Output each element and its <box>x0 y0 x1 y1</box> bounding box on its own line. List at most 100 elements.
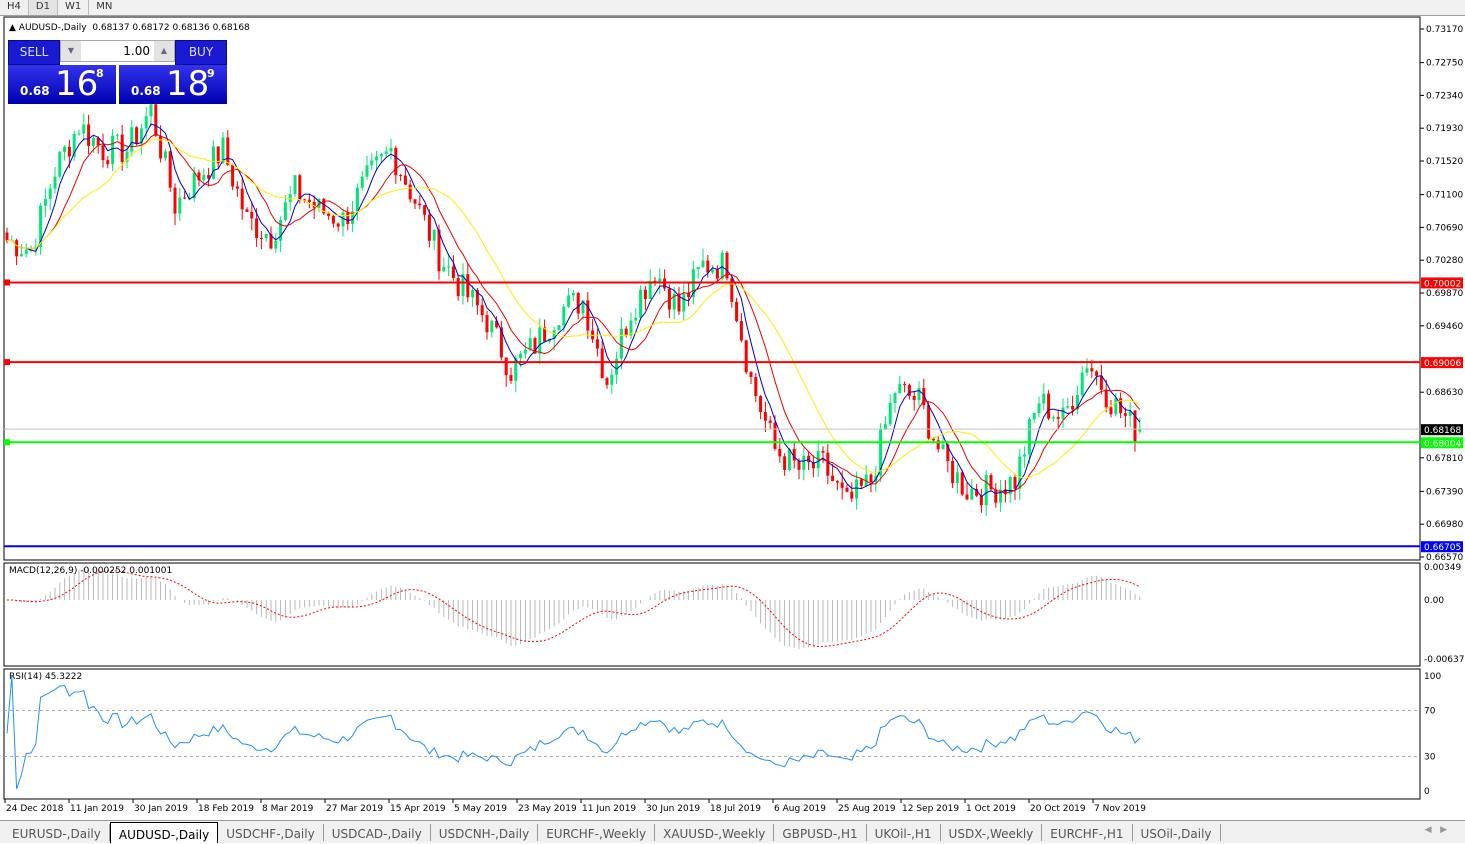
candle-body <box>375 156 379 161</box>
candle <box>77 129 81 136</box>
candle <box>1056 409 1060 428</box>
chart-tab[interactable]: EURCHF-,H1 <box>1042 824 1133 841</box>
lot-size-stepper[interactable]: ▼ 1.00 ▲ <box>60 40 175 62</box>
candle <box>883 416 887 431</box>
candle <box>639 285 643 321</box>
candle-body <box>456 277 460 297</box>
tf-h4[interactable]: H4 <box>0 0 29 15</box>
candle-body <box>250 211 254 219</box>
candle-body <box>327 213 331 216</box>
candle-body <box>341 212 345 227</box>
chart-tab[interactable]: EURUSD-,Daily <box>4 824 110 841</box>
candle-body <box>1018 456 1022 489</box>
tf-d1[interactable]: D1 <box>28 0 58 15</box>
chart-tab[interactable]: USDCAD-,Daily <box>324 824 431 841</box>
candle <box>696 266 700 279</box>
candle-body <box>509 375 513 381</box>
candle-body <box>274 240 278 249</box>
chart-tab[interactable]: XAUUSD-,Weekly <box>655 824 775 841</box>
sell-button[interactable]: SELL <box>8 40 60 65</box>
candle-body <box>778 448 782 457</box>
date-tick-label: 30 Jan 2019 <box>134 804 188 814</box>
candle-body <box>442 266 446 272</box>
candle-body <box>711 269 715 273</box>
candle <box>490 319 494 338</box>
candle-body <box>514 358 518 381</box>
candle <box>115 133 119 141</box>
candle-body <box>240 188 244 210</box>
candle-body <box>490 320 494 333</box>
price-chart[interactable]: 0.73170 0.72750 0.72340 0.71930 0.71520 0.711… <box>0 0 1465 820</box>
date-tick-label: 7 Nov 2019 <box>1094 804 1146 814</box>
lot-input[interactable]: 1.00 <box>123 44 150 58</box>
candle-body <box>538 327 542 354</box>
chart-tab[interactable]: EURCHF-,Weekly <box>538 824 656 841</box>
buy-button[interactable]: BUY <box>175 40 227 65</box>
price-tick-label: 0.69460 <box>1426 322 1463 332</box>
candle <box>879 423 883 483</box>
candle-body <box>706 260 710 273</box>
lot-increase-icon[interactable]: ▲ <box>154 41 174 61</box>
candle-body <box>183 197 187 199</box>
candle-body <box>413 199 417 204</box>
candle-body <box>384 151 388 155</box>
candle-body <box>279 219 283 241</box>
candle-body <box>821 451 825 453</box>
price-tick-label: 0.67810 <box>1426 454 1463 464</box>
date-tick-label: 5 May 2019 <box>454 804 507 814</box>
candle <box>135 126 139 146</box>
chart-tab[interactable]: AUDUSD-,Daily <box>109 822 219 843</box>
candle <box>437 224 441 280</box>
candle-body <box>682 293 686 312</box>
candle <box>610 368 614 394</box>
candle <box>571 290 575 302</box>
candle <box>1099 364 1103 395</box>
candle <box>543 319 547 342</box>
candle-body <box>965 494 969 500</box>
chart-tab[interactable]: GBPUSD-,H1 <box>774 824 867 841</box>
sell-price[interactable]: 0.68 16 8 <box>8 65 116 104</box>
candle <box>159 125 163 163</box>
level-price-label: 0.69006 <box>1424 359 1461 369</box>
candle-body <box>1037 403 1041 414</box>
chart-tab[interactable]: USDCHF-,Daily <box>218 824 324 841</box>
candle-body <box>970 488 974 500</box>
candle-body <box>264 233 268 239</box>
chart-tab[interactable]: UKOil-,H1 <box>867 824 941 841</box>
candle-body <box>639 289 643 318</box>
price-tick-label: 0.71100 <box>1426 191 1463 201</box>
candle-body <box>1080 372 1084 395</box>
candle-body <box>53 176 57 189</box>
candle-body <box>1123 413 1127 416</box>
buy-price[interactable]: 0.68 18 9 <box>119 65 227 104</box>
candle-body <box>591 330 595 340</box>
date-tick-label: 27 Mar 2019 <box>326 804 383 814</box>
candle-body <box>975 488 979 496</box>
candle-body <box>811 462 815 469</box>
candle <box>250 201 254 231</box>
candle-body <box>543 327 547 342</box>
chart-tab[interactable]: USDCNH-,Daily <box>431 824 539 841</box>
candle <box>888 394 892 427</box>
candle-body <box>303 199 307 201</box>
candle-body <box>504 357 508 376</box>
tf-w1[interactable]: W1 <box>58 0 90 15</box>
lot-decrease-icon[interactable]: ▼ <box>61 41 81 61</box>
candle-body <box>63 146 67 152</box>
candle <box>720 249 724 281</box>
price-tick-label: 0.69870 <box>1426 289 1463 299</box>
candle-body <box>735 301 739 322</box>
candle-body <box>163 151 167 159</box>
candle-body <box>221 137 225 164</box>
rsi-tick-label: 70 <box>1424 707 1436 717</box>
candle-body <box>960 472 964 495</box>
candle <box>744 339 748 375</box>
candle <box>845 484 849 493</box>
candle <box>711 264 715 275</box>
tab-scroll-arrows[interactable]: ◀ ▶ <box>1424 825 1447 835</box>
candle-body <box>1090 368 1094 372</box>
candle-body <box>955 472 959 484</box>
chart-tab[interactable]: USOil-,Daily <box>1133 824 1221 841</box>
candle <box>687 283 691 307</box>
chart-tab[interactable]: USDX-,Weekly <box>941 824 1043 841</box>
